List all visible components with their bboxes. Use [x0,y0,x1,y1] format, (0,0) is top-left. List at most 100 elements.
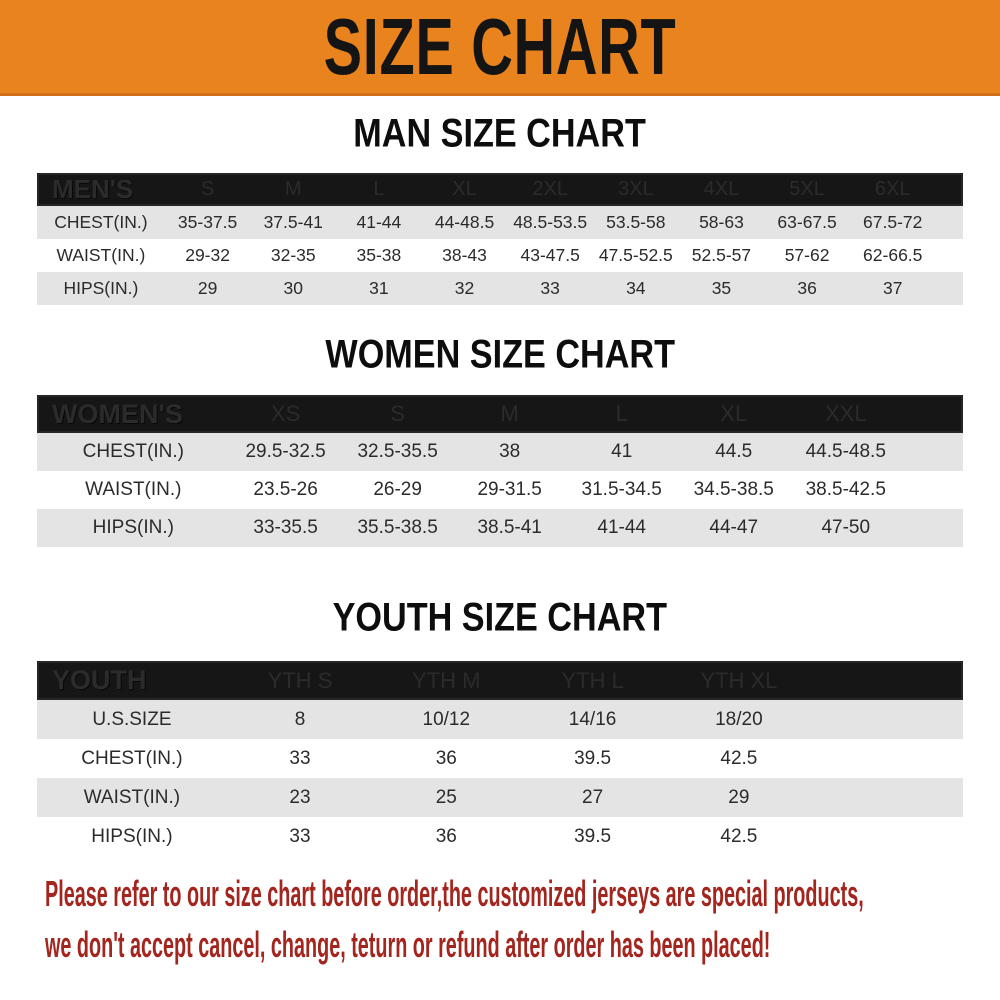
value-cell: 27 [582,786,604,808]
row-label-cell: U.S.SIZE [92,708,172,730]
value-cell: 37 [882,278,903,298]
value-cell: 48.5-53.5 [513,212,588,232]
column-header-cell: YTH XL [700,667,778,693]
column-header-cell: M [284,178,302,200]
size-table-women: WOMEN'S XS S M L XL XXL CHEST(IN.) 29.5-32.5 32.5… [37,395,963,547]
table-row: CHEST(IN.) 35-37.5 37.5-41 41-44 44-48.5 48.5… [37,206,963,239]
value-cell: 33 [540,278,560,298]
value-cell: 44.5 [715,441,753,462]
value-cell: 43-47.5 [520,245,580,265]
value-cell: 39.5 [574,825,612,847]
size-table-men: MEN'S S M L XL 2XL 3XL 4XL 5XL 6XL CHEST(IN.) 35-37… [37,173,963,305]
section-men: MAN SIZE CHART MEN'S S M L XL 2XL 3XL 4XL 5XL 6XL… [0,111,1000,305]
column-header-cell: 3XL [618,178,654,200]
table-row: HIPS(IN.) 33 36 39.5 42.5 [37,817,963,856]
table-row: HIPS(IN.) 33-35.5 35.5-38.5 38.5-41 41-44 44-… [37,509,963,547]
footer-note: Please refer to our size chart before or… [0,872,1000,974]
value-cell: 38.5-41 [477,517,542,538]
section-youth: YOUTH SIZE CHART YOUTH YTH S YTH M YTH L YTH… [0,595,1000,856]
value-cell: 31 [369,278,389,298]
column-header-cell: M [500,401,519,426]
value-cell: 23.5-26 [253,479,318,500]
row-label-cell: CHEST(IN.) [82,441,184,462]
section-title-men-text: MAN SIZE CHART [353,111,647,156]
value-cell: 35 [711,278,732,298]
row-label-cell: HIPS(IN.) [63,278,139,298]
banner-title-text: SIZE CHART [323,1,677,91]
banner: SIZE CHART [0,0,1000,96]
row-label-cell: HIPS(IN.) [91,825,173,847]
value-cell: 29 [728,786,750,808]
column-header-cell: 2XL [532,178,568,200]
column-header-cell: 6XL [874,178,911,200]
value-cell: 57-62 [784,245,830,265]
value-cell: 38 [499,441,521,462]
banner-title: SIZE CHART [255,1,745,91]
table-corner-label: WOMEN'S [52,398,183,429]
value-cell: 36 [435,747,457,769]
value-cell: 23 [289,786,311,808]
value-cell: 29 [197,278,218,298]
section-women: WOMEN SIZE CHART WOMEN'S XS S M L XL XXL CHEST(… [0,332,1000,547]
value-cell: 35-38 [356,245,402,265]
value-cell: 29-32 [185,245,230,265]
note-line-2: we don't accept cancel, change, teturn o… [45,923,1000,974]
section-title-women: WOMEN SIZE CHART [0,332,1000,377]
value-cell: 58-63 [699,212,744,232]
table-row: CHEST(IN.) 29.5-32.5 32.5-35.5 38 41 44.5 44.5… [37,433,963,471]
value-cell: 36 [797,278,817,298]
value-cell: 26-29 [373,479,422,500]
row-label-cell: CHEST(IN.) [54,212,148,232]
value-cell: 32 [454,278,475,298]
value-cell: 35.5-38.5 [357,517,438,538]
column-header-cell: YTH M [412,667,481,693]
value-cell: 35-37.5 [177,212,238,232]
value-cell: 30 [283,278,303,298]
value-cell: 38-43 [442,245,487,265]
value-cell: 44-48.5 [434,212,495,232]
column-header-cell: YTH S [267,667,333,693]
value-cell: 29-31.5 [477,479,542,500]
column-header-cell: L [615,401,628,426]
value-cell: 53.5-58 [606,212,666,232]
value-cell: 32-35 [270,245,316,265]
row-label-cell: WAIST(IN.) [56,245,146,265]
value-cell: 33-35.5 [253,517,318,538]
note-line-2-text: we don't accept cancel, change, teturn o… [45,924,771,965]
column-header-cell: S [200,178,215,200]
table-row: WAIST(IN.) 23.5-26 26-29 29-31.5 31.5-34.5 34… [37,471,963,509]
value-cell: 10/12 [422,708,471,730]
table-header-row: WOMEN'S XS S M L XL XXL [37,395,963,433]
value-cell: 8 [294,708,306,730]
column-header-cell: XL [720,401,748,426]
row-label-cell: WAIST(IN.) [85,479,182,500]
value-cell: 62-66.5 [863,245,923,265]
column-header-cell: XL [452,178,477,200]
row-label-cell: HIPS(IN.) [92,517,174,538]
column-header-cell: 4XL [703,178,740,200]
value-cell: 32.5-35.5 [357,441,438,462]
value-cell: 18/20 [715,708,763,730]
column-header-cell: XXL [824,401,867,426]
table-corner-label: YOUTH [52,665,147,695]
value-cell: 34.5-38.5 [693,479,774,500]
value-cell: 38.5-42.5 [805,479,886,500]
column-header-cell: YTH L [561,667,624,693]
section-title-youth: YOUTH SIZE CHART [0,595,1000,640]
note-line-1: Please refer to our size chart before or… [45,872,1000,923]
value-cell: 47.5-52.5 [598,245,673,265]
table-header-row: MEN'S S M L XL 2XL 3XL 4XL 5XL 6XL [37,173,963,206]
value-cell: 33 [289,825,311,847]
column-header-cell: L [373,178,385,200]
value-cell: 37.5-41 [263,212,323,232]
value-cell: 41 [611,441,633,462]
value-cell: 31.5-34.5 [581,479,662,500]
row-label-cell: WAIST(IN.) [83,786,181,808]
note-line-1-text: Please refer to our size chart before or… [45,873,864,914]
value-cell: 34 [626,278,646,298]
column-header-cell: XS [270,401,301,426]
table-row: WAIST(IN.) 23 25 27 29 [37,778,963,817]
table-row: U.S.SIZE 8 10/12 14/16 18/20 [37,700,963,739]
column-header-cell: S [390,401,405,426]
